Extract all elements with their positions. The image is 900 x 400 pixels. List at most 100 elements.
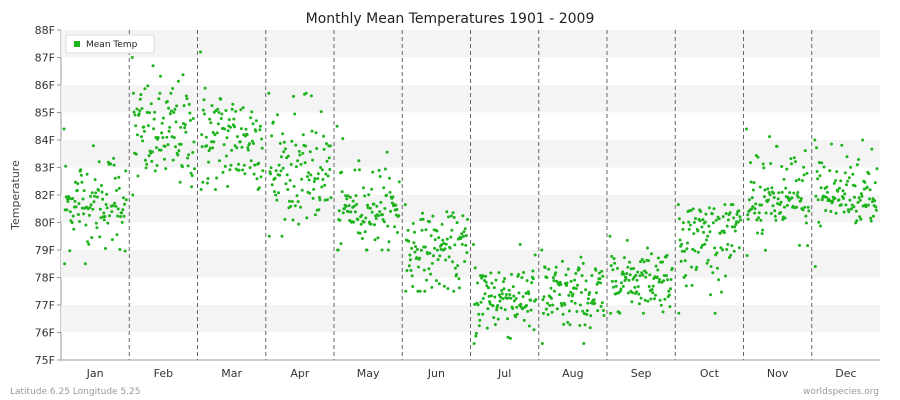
data-point [64,195,68,199]
data-point [820,161,824,165]
data-point [345,197,349,201]
data-point [830,142,833,146]
data-point [618,289,622,293]
data-point [543,266,547,270]
data-point [874,205,878,209]
data-point [566,267,570,271]
data-point [289,204,293,208]
data-point [309,94,313,98]
data-point [707,206,711,210]
data-point [776,202,780,206]
data-point [319,110,323,114]
data-point [686,241,689,245]
data-point [87,242,91,246]
data-point [112,156,116,160]
data-point [667,293,671,297]
data-point [484,280,488,284]
data-point [274,193,278,197]
data-point [735,213,739,216]
data-point [667,289,671,293]
data-point [445,237,449,241]
data-point [130,56,134,59]
data-point [546,313,550,317]
data-point [457,286,461,290]
data-point [796,195,800,199]
data-point [706,258,710,262]
data-point [85,172,89,176]
data-point [717,278,721,282]
data-point [444,258,448,262]
data-point [377,214,380,218]
data-point [568,323,572,327]
data-point [681,227,685,231]
data-point [496,304,500,307]
data-point [318,198,322,202]
data-point [693,249,697,253]
data-point [804,221,808,225]
data-point [666,278,670,282]
data-point [377,168,381,172]
data-point [406,228,410,232]
data-point [190,174,194,178]
data-point [599,304,603,308]
data-point [159,74,162,78]
data-point [219,97,223,101]
data-point [270,183,274,187]
data-point [815,170,819,173]
data-point [612,285,615,289]
data-point [213,133,217,137]
data-point [580,291,583,294]
data-point [428,220,431,224]
data-point [870,200,874,204]
data-point [711,271,715,275]
data-point [274,169,278,173]
data-point [277,163,281,167]
data-point [408,253,412,257]
data-point [322,134,325,138]
data-point [295,194,299,198]
data-point [589,314,593,318]
data-point [202,98,206,102]
data-point [834,179,837,183]
data-point [419,248,423,252]
y-tick-label: 84F [35,134,55,147]
data-point [722,231,726,235]
data-point [753,207,757,211]
data-point [724,274,727,278]
data-point [562,322,566,326]
data-point [172,136,176,140]
data-point [567,293,571,297]
data-point [226,184,230,188]
data-point [746,213,750,217]
data-point [792,156,796,160]
data-point [246,146,250,150]
data-point [730,244,734,248]
data-point [347,210,350,214]
data-point [73,199,77,203]
data-point [281,166,285,170]
data-point [204,135,208,139]
data-point [189,118,192,122]
data-point [768,193,772,197]
data-point [460,242,464,246]
data-point [705,238,708,242]
data-point [288,178,292,182]
x-tick-label: May [357,367,380,380]
data-point [449,214,453,218]
data-point [425,278,429,282]
data-point [778,203,782,206]
data-point [153,169,157,173]
data-point [600,301,604,305]
data-point [133,113,137,117]
data-point [658,298,662,302]
data-point [729,253,733,257]
data-point [370,210,374,214]
y-tick-label: 80F [35,217,55,230]
data-point [284,147,287,151]
data-point [105,206,109,210]
data-point [490,281,494,285]
data-point [250,139,254,143]
data-point [868,188,872,192]
data-point [433,246,437,250]
data-point [158,91,162,95]
